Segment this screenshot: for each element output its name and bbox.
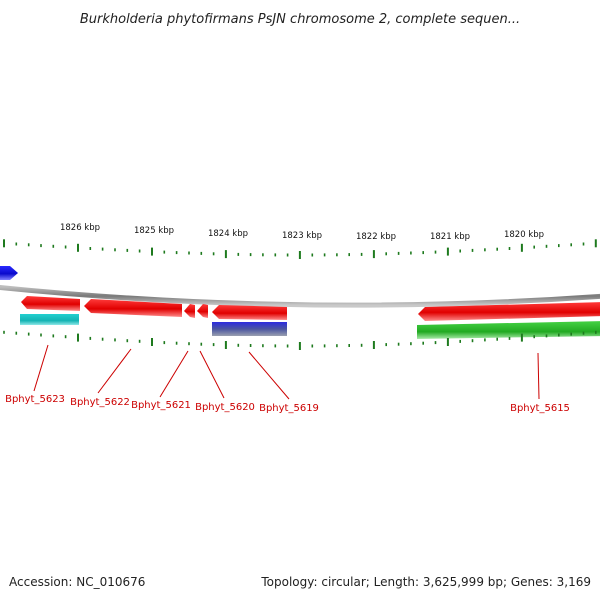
gene-feature-green[interactable] — [417, 321, 600, 339]
leader-line — [33, 344, 49, 392]
gene-label[interactable]: Bphyt_5622 — [70, 397, 130, 408]
gene-feature-red[interactable] — [212, 305, 287, 320]
gene-label[interactable]: Bphyt_5619 — [259, 403, 319, 414]
genome-summary-text: Topology: circular; Length: 3,625,999 bp… — [260, 575, 591, 589]
gene-feature-red[interactable] — [184, 304, 195, 318]
gene-feature-blue-upper[interactable] — [0, 266, 18, 280]
kbp-label: 1823 kbp — [282, 231, 322, 241]
leader-line — [97, 348, 132, 394]
gene-feature-red[interactable] — [418, 302, 600, 321]
gene-label-leaders — [33, 344, 540, 400]
accession-text: Accession: NC_010676 — [9, 575, 145, 589]
kbp-label: 1822 kbp — [356, 232, 396, 242]
chromosome-backbone — [0, 284, 600, 308]
gene-feature-red[interactable] — [84, 299, 182, 317]
gene-labels: Bphyt_5623 Bphyt_5622 Bphyt_5621 Bphyt_5… — [5, 394, 570, 414]
gene-label[interactable]: Bphyt_5615 — [510, 403, 570, 414]
kbp-label: 1821 kbp — [430, 232, 470, 242]
gene-feature-red[interactable] — [197, 304, 208, 318]
gene-track-red — [21, 296, 600, 321]
upper-scale-ticks — [3, 239, 597, 259]
leader-line — [248, 351, 290, 400]
kbp-scale-labels: 1826 kbp 1825 kbp 1824 kbp 1823 kbp 1822… — [60, 223, 544, 242]
leader-line — [537, 352, 540, 400]
gene-feature-red[interactable] — [21, 296, 80, 311]
gene-label[interactable]: Bphyt_5621 — [131, 400, 191, 411]
gene-feature-cyan[interactable] — [20, 314, 79, 325]
leader-line — [159, 350, 189, 398]
map-title: Burkholderia phytofirmans PsJN chromosom… — [80, 12, 520, 27]
kbp-label: 1824 kbp — [208, 229, 248, 239]
gene-label[interactable]: Bphyt_5623 — [5, 394, 65, 405]
gene-feature-blue-lower[interactable] — [212, 322, 287, 336]
kbp-label: 1825 kbp — [134, 226, 174, 236]
leader-line — [199, 350, 225, 399]
gene-label[interactable]: Bphyt_5620 — [195, 402, 255, 413]
lower-scale-ticks — [3, 330, 597, 350]
kbp-label: 1826 kbp — [60, 223, 100, 233]
kbp-label: 1820 kbp — [504, 230, 544, 240]
